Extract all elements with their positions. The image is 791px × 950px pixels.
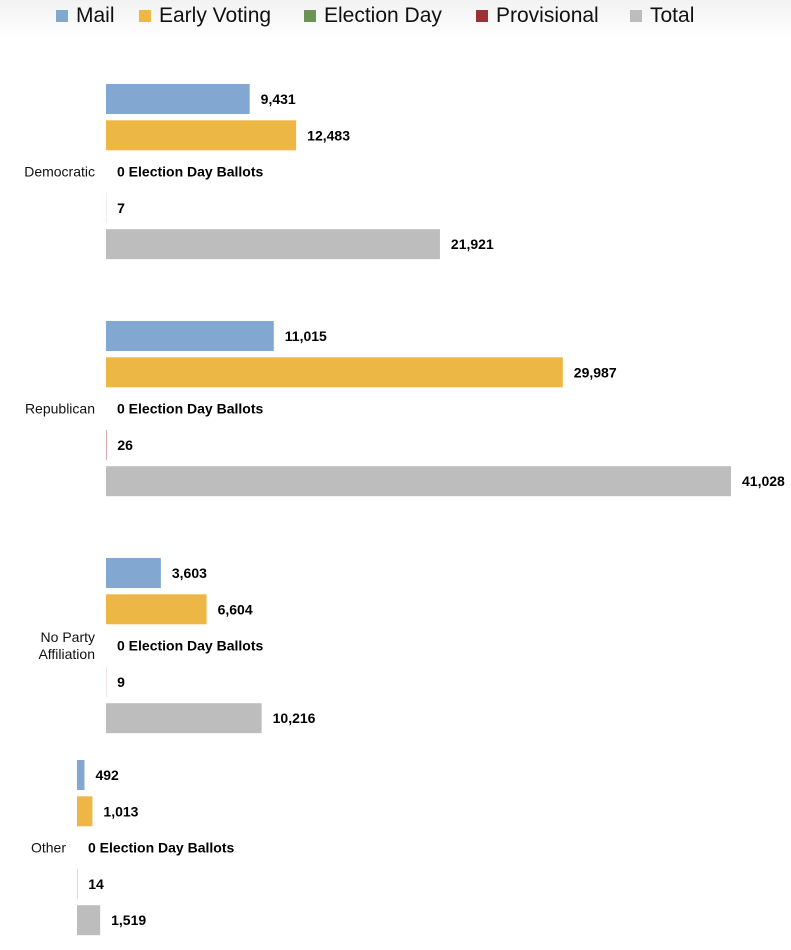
legend-item-total[interactable]: Total (630, 4, 694, 28)
bar-total[interactable] (77, 905, 101, 936)
bar-total[interactable] (106, 229, 440, 260)
legend-item-early-voting[interactable]: Early Voting (139, 4, 271, 28)
value-label-early-voting: 6,604 (218, 601, 253, 617)
bar-total[interactable] (106, 466, 731, 497)
value-label-provisional: 14 (88, 876, 104, 892)
legend-swatch-election-day (304, 10, 316, 22)
value-label-provisional: 7 (117, 200, 125, 216)
legend-swatch-total (630, 10, 642, 22)
value-label-election-day: 0 Election Day Ballots (117, 164, 263, 180)
bar-mail[interactable] (106, 558, 161, 588)
value-label-total: 10,216 (273, 710, 316, 726)
bar-total[interactable] (106, 703, 262, 734)
legend-label-total: Total (650, 4, 695, 27)
value-label-election-day: 0 Election Day Ballots (117, 401, 263, 417)
value-label-early-voting: 1,013 (103, 803, 138, 819)
value-label-mail: 9,431 (261, 91, 296, 107)
legend-label-early-voting: Early Voting (159, 4, 272, 27)
category-label: Republican (25, 401, 95, 417)
bar-mail[interactable] (106, 84, 250, 114)
legend-swatch-early-voting (139, 10, 151, 22)
value-label-total: 21,921 (451, 236, 494, 252)
category-label: Other (31, 840, 66, 856)
bar-early-voting[interactable] (77, 796, 93, 827)
value-label-mail: 3,603 (172, 565, 207, 581)
group-other: Other 492 1,013 0 Election Day Ballots 14 1,5… (31, 760, 234, 936)
group-democratic: Democratic 9,431 12,483 0 Election Day Ball… (24, 84, 494, 260)
category-label: Democratic (24, 164, 95, 180)
bar-early-voting[interactable] (106, 120, 297, 151)
bar-mail[interactable] (106, 321, 274, 351)
bar-early-voting[interactable] (106, 357, 563, 388)
legend-label-provisional: Provisional (496, 4, 599, 27)
legend-label-mail: Mail (76, 4, 115, 27)
legend-item-mail[interactable]: Mail (56, 4, 115, 28)
bar-early-voting[interactable] (106, 594, 207, 625)
value-label-election-day: 0 Election Day Ballots (88, 840, 234, 856)
value-label-early-voting: 12,483 (307, 127, 350, 143)
legend-swatch-mail (56, 10, 68, 22)
legend-label-election-day: Election Day (324, 4, 442, 27)
value-label-total: 1,519 (111, 912, 146, 928)
legend: Mail Early Voting Election Day Provision… (0, 0, 791, 40)
value-label-total: 41,028 (742, 473, 785, 489)
group-republican: Republican 11,015 29,987 0 Election Day Bal… (25, 321, 785, 497)
value-label-provisional: 26 (117, 437, 133, 453)
legend-swatch-provisional (476, 10, 488, 22)
legend-item-election-day[interactable]: Election Day (304, 4, 442, 28)
value-label-election-day: 0 Election Day Ballots (117, 638, 263, 654)
category-label: No Party Affiliation (38, 629, 95, 662)
value-label-early-voting: 29,987 (574, 364, 617, 380)
value-label-mail: 11,015 (285, 328, 327, 344)
value-label-provisional: 9 (117, 674, 125, 690)
bar-mail[interactable] (77, 760, 85, 790)
value-label-mail: 492 (95, 767, 119, 783)
group-no-party-affiliation: No Party Affiliation 3,603 6,604 0 Election … (38, 558, 316, 734)
legend-item-provisional[interactable]: Provisional (476, 4, 599, 28)
